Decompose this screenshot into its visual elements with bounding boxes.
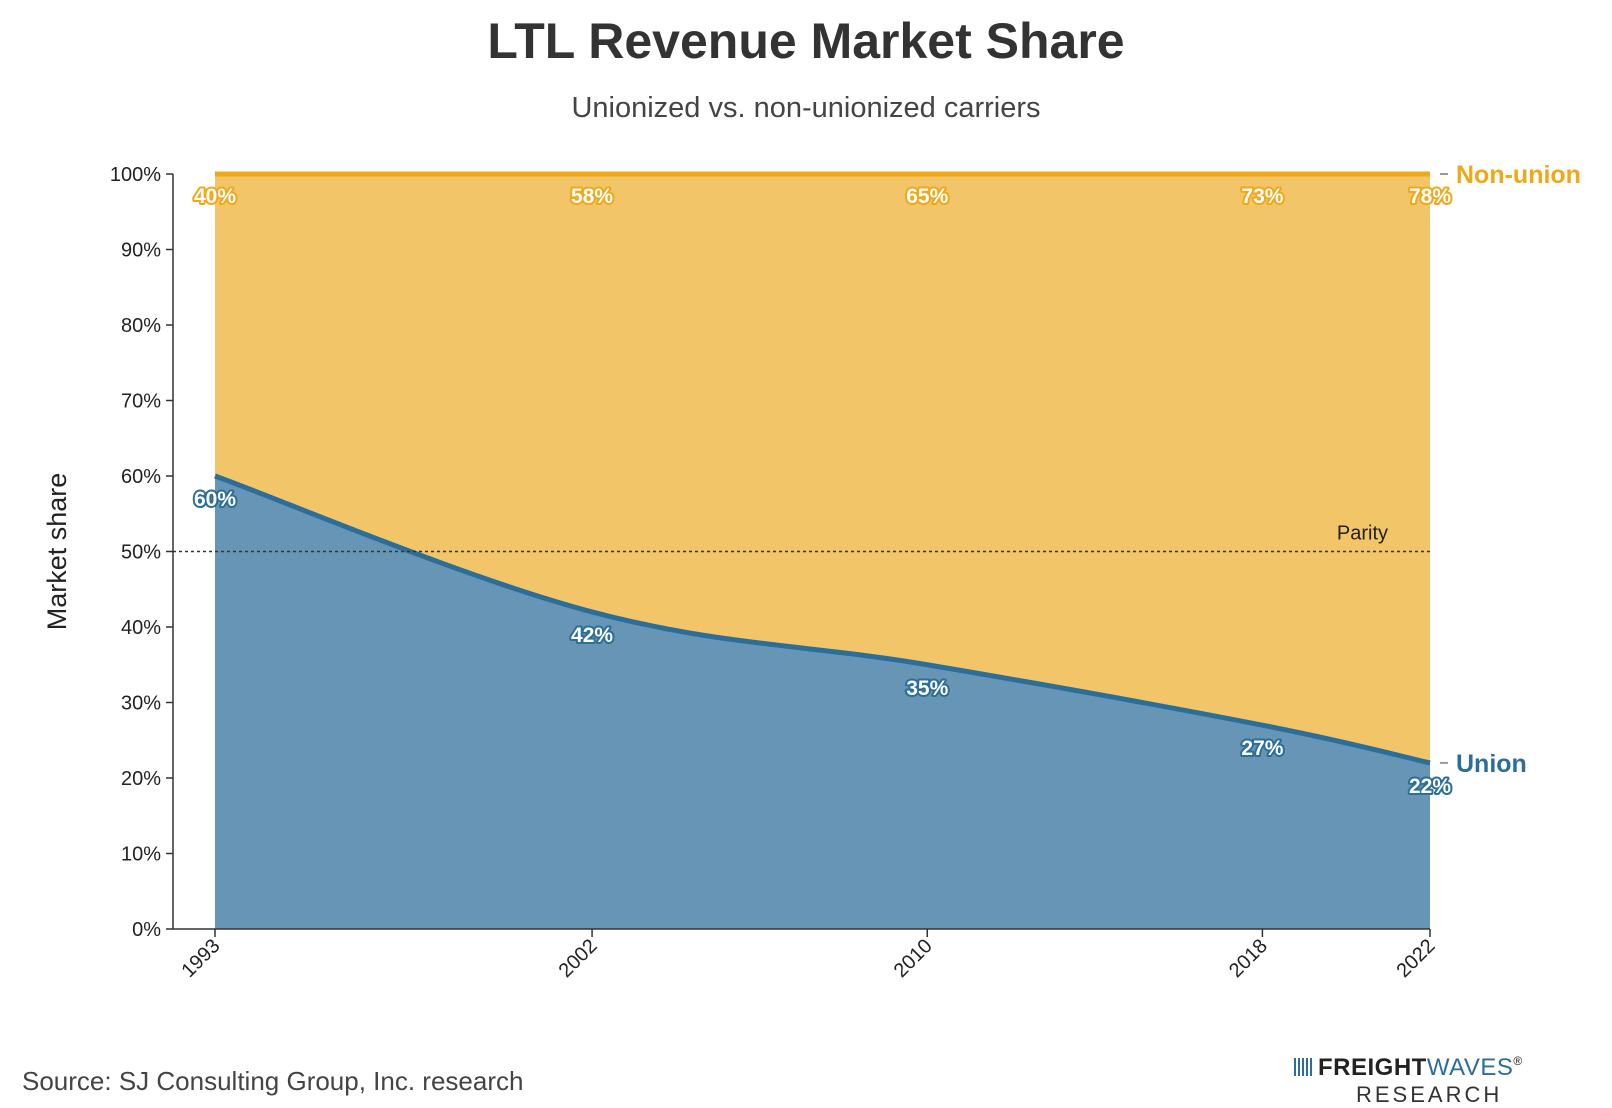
x-tick-label: 2002 xyxy=(555,935,602,982)
logo-word-freight: FREIGHT xyxy=(1318,1054,1427,1081)
logo-bars-icon xyxy=(1294,1058,1314,1076)
chart-subtitle: Unionized vs. non-unionized carriers xyxy=(571,92,1041,124)
union-value-label: 35% xyxy=(906,677,948,700)
non-union-value-label: 78% xyxy=(1409,185,1451,208)
y-tick-label: 60% xyxy=(121,466,161,488)
y-tick-label: 70% xyxy=(121,391,161,413)
x-tick-label: 1993 xyxy=(178,935,225,982)
y-tick-label: 40% xyxy=(121,617,161,639)
y-tick-label: 0% xyxy=(132,919,161,941)
non-union-value-label: 73% xyxy=(1241,185,1283,208)
non-union-value-label: 65% xyxy=(906,185,948,208)
non-union-value-label: 58% xyxy=(571,185,613,208)
non-union-value-label: 40% xyxy=(194,185,236,208)
union-line xyxy=(214,473,1431,766)
y-tick-label: 20% xyxy=(121,768,161,790)
source-note: Source: SJ Consulting Group, Inc. resear… xyxy=(22,1066,524,1096)
non-union-legend-label: Non-union xyxy=(1456,161,1581,189)
x-tick-label: 2018 xyxy=(1225,935,1272,982)
union-value-label: 27% xyxy=(1241,737,1283,760)
union-legend-label: Union xyxy=(1456,750,1527,778)
y-tick-label: 80% xyxy=(121,315,161,337)
union-value-label: 60% xyxy=(194,488,236,511)
y-tick-label: 90% xyxy=(121,240,161,262)
y-tick-label: 50% xyxy=(121,542,161,564)
union-value-label: 42% xyxy=(571,624,613,647)
logo-registered-mark: ® xyxy=(1513,1054,1523,1068)
union-area xyxy=(215,476,1430,929)
y-tick-label: 30% xyxy=(121,693,161,715)
y-tick-label: 100% xyxy=(110,164,161,186)
union-value-label: 22% xyxy=(1409,775,1451,798)
logo-research: RESEARCH xyxy=(1356,1082,1503,1107)
chart-title: LTL Revenue Market Share xyxy=(487,13,1125,69)
x-tick-label: 2022 xyxy=(1393,935,1440,982)
x-tick-label: 2010 xyxy=(890,935,937,982)
logo-word-waves: WAVES xyxy=(1426,1054,1514,1081)
parity-label: Parity xyxy=(1337,523,1388,545)
y-axis-title: Market share xyxy=(42,473,72,631)
y-tick-label: 10% xyxy=(121,844,161,866)
